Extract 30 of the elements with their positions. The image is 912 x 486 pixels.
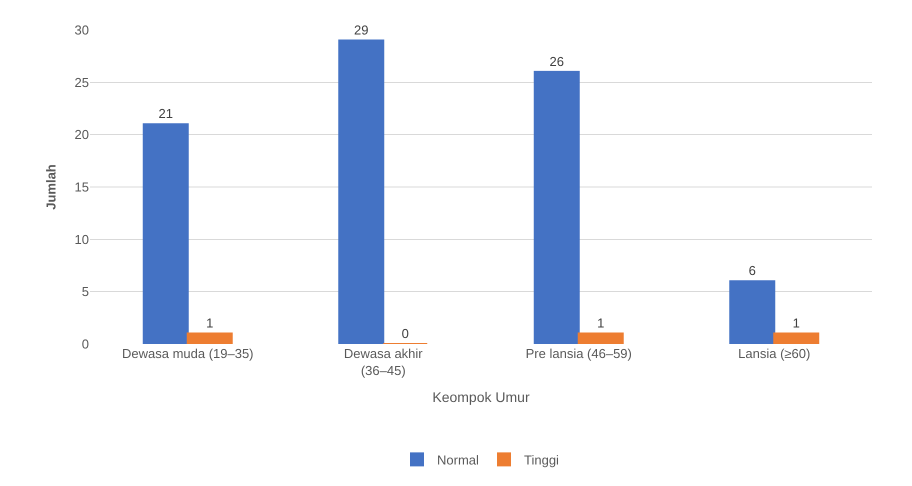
data-label: 21 (158, 106, 173, 122)
x-tick-label: Dewasa muda (19–35) (122, 346, 254, 361)
y-tick-label: 10 (74, 232, 89, 247)
data-label: 26 (550, 54, 564, 69)
y-tick-label: 30 (74, 22, 89, 38)
data-label: 1 (206, 316, 214, 331)
bar (186, 332, 233, 344)
y-tick-label: 5 (82, 284, 89, 300)
x-tick-label: Lansia (≥60) (738, 346, 810, 361)
legend-label: Tinggi (524, 452, 560, 468)
bar (578, 332, 624, 344)
x-tick-label: Dewasa akhir (36–45) (344, 346, 424, 378)
data-label: 1 (792, 316, 800, 331)
y-tick-label: 15 (74, 180, 89, 195)
bar (142, 123, 189, 344)
x-axis-title: Keompok Umur (432, 389, 530, 406)
x-tick-label: Pre lansia (46–59) (526, 346, 632, 361)
data-label: 0 (402, 326, 409, 341)
bar (338, 39, 384, 344)
legend-label: Normal (437, 452, 480, 468)
bar (729, 280, 776, 344)
y-tick-label: 25 (74, 74, 89, 90)
bar (773, 332, 820, 344)
data-label: 29 (354, 22, 368, 38)
bar (534, 70, 580, 344)
data-label: 1 (597, 316, 604, 331)
data-label: 6 (748, 263, 756, 278)
y-tick-label: 20 (74, 127, 89, 142)
y-tick-label: 0 (82, 336, 89, 352)
y-axis-title: Jumlah (43, 164, 58, 210)
